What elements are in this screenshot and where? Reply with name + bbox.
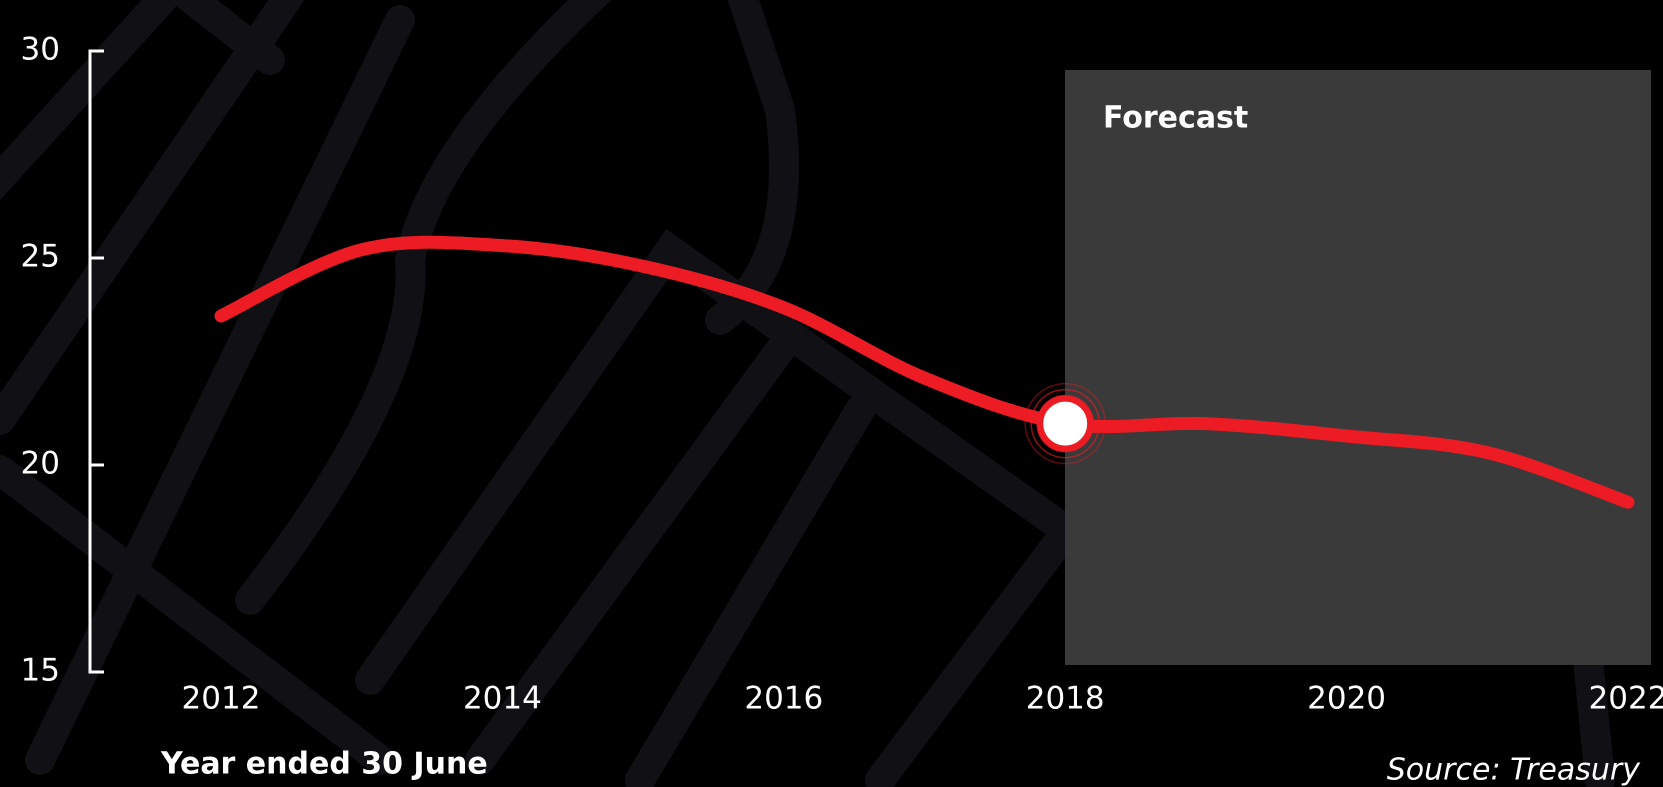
- x-tick-label: 2014: [463, 681, 542, 717]
- marker-ring: [1030, 388, 1100, 459]
- y-tick-label: 25: [21, 239, 60, 275]
- y-tick-label: 30: [21, 32, 60, 68]
- forecast-label: Forecast: [1103, 101, 1248, 136]
- x-tick-label: 2016: [744, 681, 823, 717]
- x-tick-label: 2012: [182, 681, 261, 717]
- background-pattern: [0, 0, 1615, 787]
- x-tick-label: 2022: [1589, 681, 1663, 717]
- marker-ring: [1024, 382, 1106, 465]
- x-tick-label: 2018: [1026, 681, 1105, 717]
- highlight-marker: [1037, 395, 1094, 452]
- series-line: [214, 235, 1635, 509]
- y-axis: [88, 49, 104, 674]
- x-axis-label: Year ended 30 June: [160, 747, 488, 782]
- y-tick-label: 15: [21, 653, 60, 689]
- y-tick-label: 20: [21, 446, 60, 482]
- source: Source: Treasury: [1387, 753, 1641, 787]
- forecast-region: [1065, 70, 1651, 665]
- x-tick-label: 2020: [1307, 681, 1386, 717]
